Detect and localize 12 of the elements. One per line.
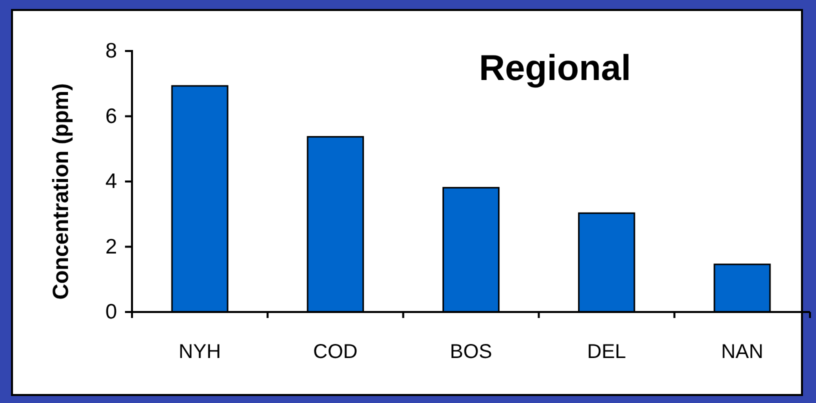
y-tick-label: 0 xyxy=(105,300,117,324)
y-tick-label: 8 xyxy=(105,40,117,63)
y-tick-label: 6 xyxy=(105,104,117,128)
x-tick-label: BOS xyxy=(450,341,492,363)
chart-title: Regional xyxy=(478,47,632,88)
x-tick-label: DEL xyxy=(587,341,626,363)
x-tick-label: NYH xyxy=(178,341,221,363)
y-tick-label: 2 xyxy=(105,235,117,258)
y-tick-label: 4 xyxy=(105,170,118,194)
x-tick-label: COD xyxy=(313,341,358,363)
x-tick-label: NAN xyxy=(721,341,764,363)
y-axis-title: Concentration (ppm) xyxy=(48,83,73,300)
